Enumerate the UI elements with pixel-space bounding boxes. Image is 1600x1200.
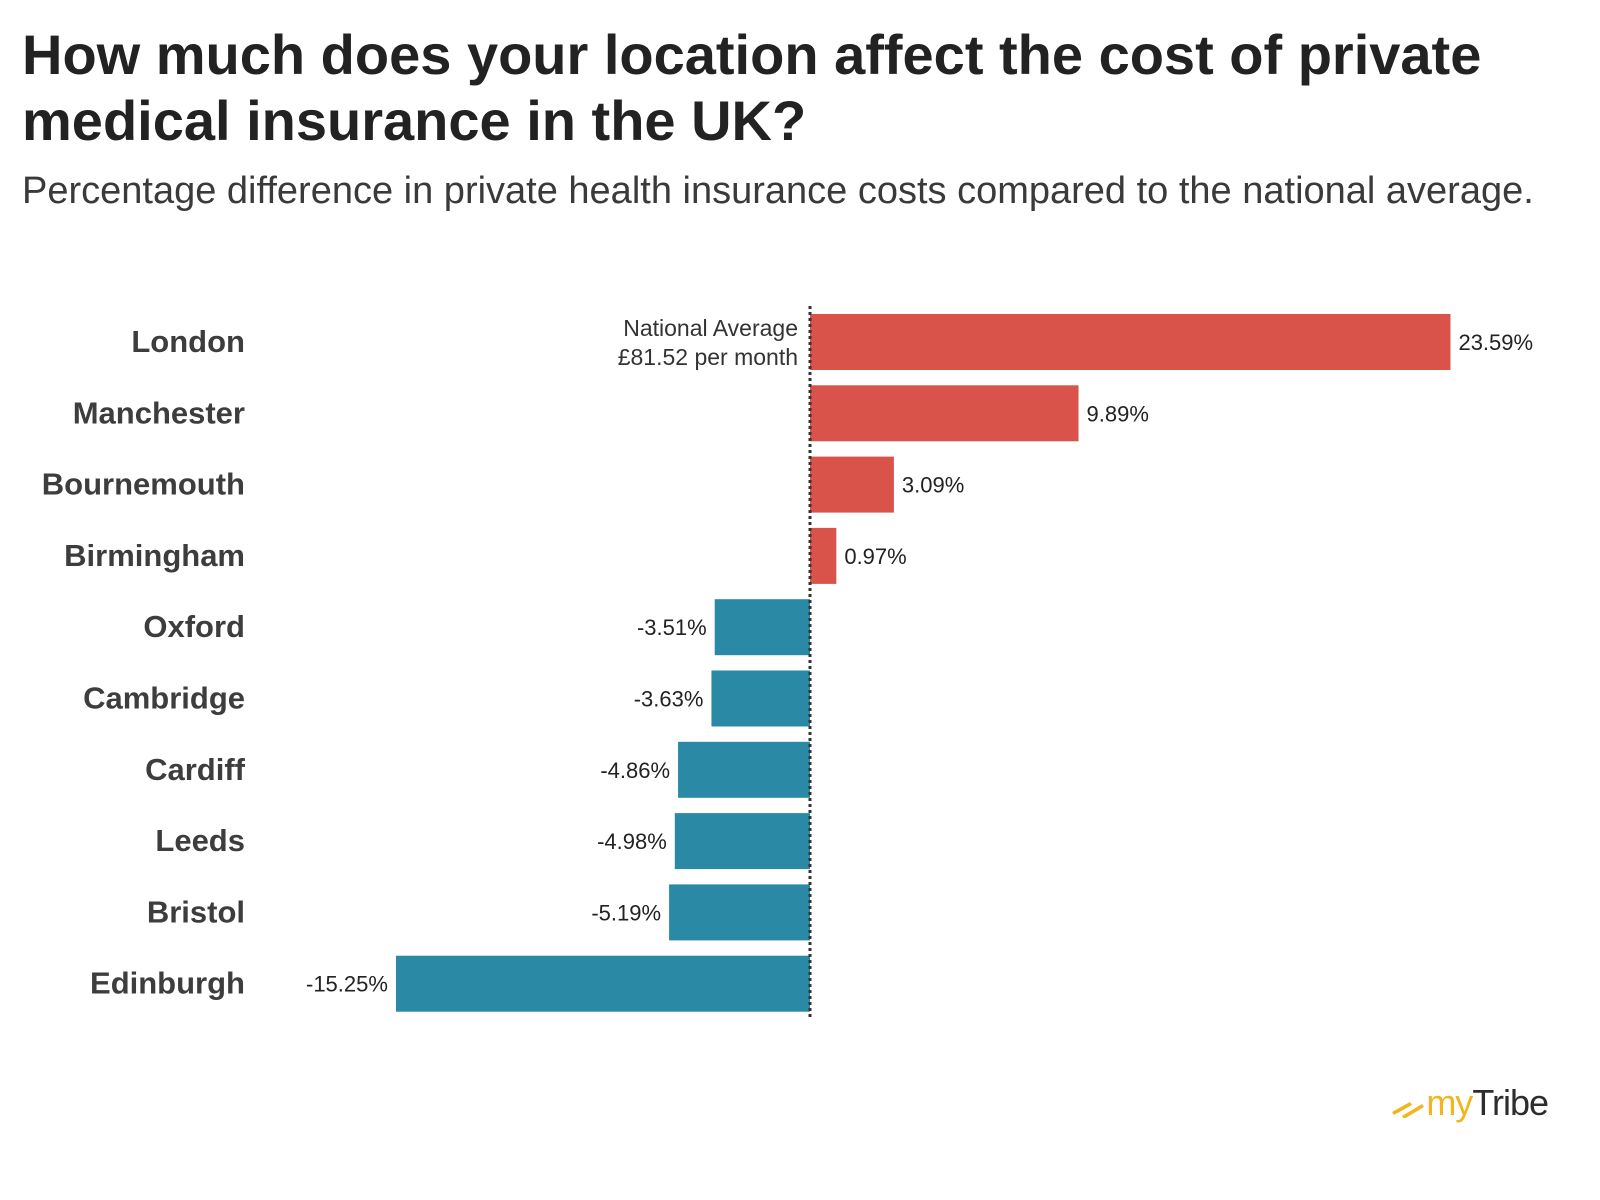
value-label-manchester: 9.89% (1087, 401, 1149, 426)
logo-stripes-icon (1392, 1102, 1425, 1118)
mytribe-logo: myTribe (1390, 1082, 1549, 1124)
value-label-leeds: -4.98% (597, 829, 667, 854)
bar-cambridge (711, 670, 810, 727)
bar-bristol (669, 884, 810, 941)
logo-wordmark: myTribe (1426, 1082, 1549, 1124)
value-label-edinburgh: -15.25% (306, 972, 388, 997)
category-label-birmingham: Birmingham (64, 538, 245, 573)
bar-oxford (714, 599, 810, 656)
bar-london (810, 314, 1451, 370)
category-label-oxford: Oxford (143, 609, 245, 644)
value-label-cardiff: -4.86% (600, 758, 670, 783)
logo-my: my (1426, 1082, 1473, 1123)
bar-bournemouth (810, 456, 894, 513)
chart-subtitle: Percentage difference in private health … (22, 170, 1534, 212)
value-label-london: 23.59% (1458, 330, 1533, 355)
bar-edinburgh (395, 955, 810, 1012)
logo-tribe: Tribe (1472, 1082, 1549, 1123)
labels-layer: London 23.59% Manchester 9.89% Bournemouth 3.… (42, 324, 1533, 1001)
category-label-leeds: Leeds (155, 823, 245, 858)
category-label-manchester: Manchester (73, 395, 245, 430)
category-label-bournemouth: Bournemouth (42, 467, 245, 502)
category-label-cardiff: Cardiff (145, 752, 246, 787)
category-label-edinburgh: Edinburgh (90, 966, 245, 1001)
bar-birmingham (810, 527, 837, 584)
bar-leeds (674, 813, 810, 870)
value-label-bournemouth: 3.09% (902, 473, 964, 498)
value-label-oxford: -3.51% (637, 615, 707, 640)
value-label-bristol: -5.19% (591, 900, 661, 925)
bars-layer (395, 314, 1451, 1012)
value-label-cambridge: -3.63% (634, 687, 704, 712)
value-label-birmingham: 0.97% (844, 544, 906, 569)
category-label-london: London (131, 324, 245, 359)
national-average-value-label: £81.52 per month (618, 344, 798, 370)
bar-cardiff (678, 741, 810, 798)
bar-manchester (810, 385, 1079, 442)
chart-title: How much does your location affect the c… (22, 23, 1482, 152)
category-label-bristol: Bristol (147, 894, 245, 929)
bar-chart: London 23.59% Manchester 9.89% Bournemouth 3.… (42, 306, 1533, 1020)
category-label-cambridge: Cambridge (83, 681, 245, 716)
national-average-label: National Average (623, 315, 798, 341)
